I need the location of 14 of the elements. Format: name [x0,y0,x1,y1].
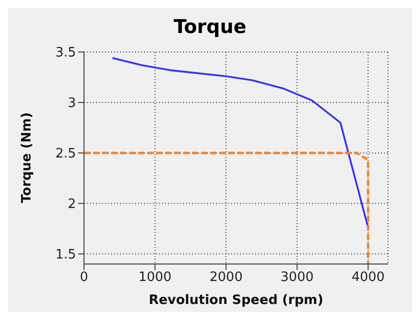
x-tick-label: 0 [80,270,88,286]
x-tick-label: 2000 [210,270,243,286]
x-tick-label: 4000 [352,270,385,286]
chart-title: Torque [172,15,248,40]
y-tick-label: 3 [68,96,76,112]
y-tick-label: 3.5 [55,46,76,61]
y-tick-label: 1.5 [55,248,76,263]
x-tick-label: 3000 [280,270,314,286]
x-tick-label: 1000 [138,270,172,286]
y-tick-label: 2.5 [55,146,76,162]
x-axis-title: Revolution Speed (rpm) [148,293,324,308]
y-tick-label: 2 [68,197,76,212]
y-axis-title: Torque (Nm) [20,112,35,203]
line-series [112,57,370,229]
